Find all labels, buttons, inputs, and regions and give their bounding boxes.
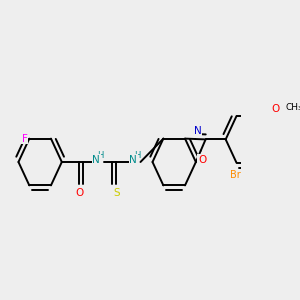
Text: O: O [271, 104, 279, 114]
Text: H: H [134, 151, 140, 160]
Text: N: N [194, 126, 202, 136]
Text: H: H [97, 151, 103, 160]
Text: F: F [22, 134, 27, 144]
Text: O: O [75, 188, 84, 198]
Text: S: S [113, 188, 120, 198]
Text: N: N [92, 155, 100, 165]
Text: O: O [198, 155, 206, 165]
Text: CH₃: CH₃ [285, 103, 300, 112]
Text: N: N [129, 155, 137, 165]
Text: Br: Br [230, 170, 240, 180]
